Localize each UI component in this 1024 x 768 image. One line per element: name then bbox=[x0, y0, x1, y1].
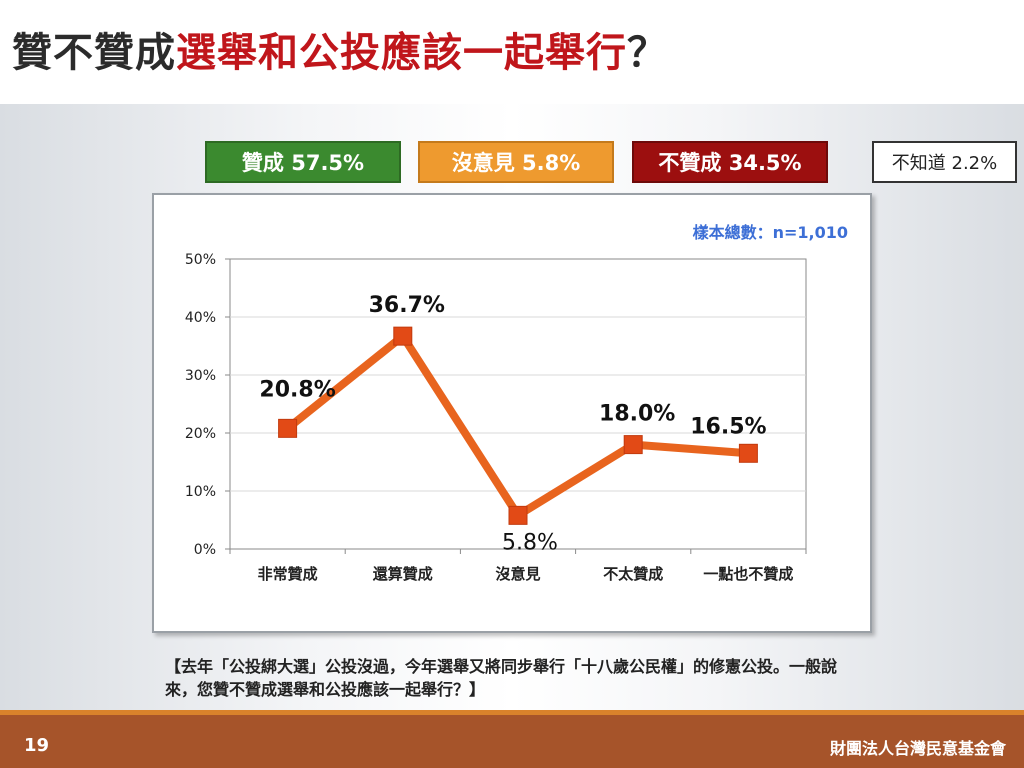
organization-name: 財團法人台灣民意基金會 bbox=[829, 739, 1006, 758]
y-tick-label: 40% bbox=[185, 310, 216, 326]
y-tick-label: 50% bbox=[185, 252, 216, 268]
survey-question: 【去年「公投綁大選」公投沒過，今年選舉又將同步舉行「十八歲公民權」的修憲公投。一… bbox=[165, 657, 838, 699]
title-part3: ？ bbox=[627, 30, 668, 76]
y-tick-label: 20% bbox=[185, 426, 216, 442]
series-line bbox=[283, 332, 753, 520]
data-label: 36.7% bbox=[369, 293, 445, 318]
title-part1: 贊不贊成 bbox=[12, 30, 176, 76]
legend-neutral: 沒意見 5.8% bbox=[418, 141, 614, 183]
data-point bbox=[278, 418, 298, 438]
data-point bbox=[508, 505, 528, 525]
page-title: 贊不贊成選舉和公投應該一起舉行？ bbox=[12, 20, 668, 78]
sample-size: 樣本總數：n=1,010 bbox=[692, 223, 848, 242]
x-category-label: 還算贊成 bbox=[373, 565, 433, 583]
x-category-label: 非常贊成 bbox=[258, 565, 318, 583]
data-label: 16.5% bbox=[690, 414, 766, 439]
legend-unknown: 不知道 2.2% bbox=[872, 141, 1017, 183]
title-band: 贊不贊成選舉和公投應該一起舉行？ bbox=[0, 0, 1024, 104]
line-chart: 0% 10% 20% 30% 40% 50% 非常贊成 還算贊成 沒意見 不太贊成 一點也不贊成 20… bbox=[185, 252, 807, 583]
x-category-label: 不太贊成 bbox=[603, 565, 663, 583]
data-label: 18.0% bbox=[599, 402, 675, 427]
title-highlight: 選舉和公投應該一起舉行 bbox=[176, 30, 627, 76]
data-label: 5.8% bbox=[502, 530, 558, 555]
data-point bbox=[738, 443, 758, 463]
data-label: 20.8% bbox=[259, 377, 335, 402]
legend-oppose: 不贊成 34.5% bbox=[632, 141, 828, 183]
plot-area bbox=[229, 258, 807, 550]
x-category-label: 沒意見 bbox=[495, 565, 540, 583]
page-number: 19 bbox=[24, 735, 50, 756]
footer: 19 財團法人台灣民意基金會 bbox=[0, 710, 1024, 768]
y-tick-label: 30% bbox=[185, 368, 216, 384]
chart-panel: 樣本總數：n=1,010 0% 10% 20% 30% 40% 50% 非常贊成 還算贊成 沒意… bbox=[152, 193, 872, 633]
data-point bbox=[623, 435, 643, 455]
x-category-label: 一點也不贊成 bbox=[703, 565, 793, 583]
legend-support: 贊成 57.5% bbox=[205, 141, 401, 183]
y-tick-label: 0% bbox=[194, 542, 216, 558]
y-tick-label: 10% bbox=[185, 484, 216, 500]
data-point bbox=[393, 326, 413, 346]
